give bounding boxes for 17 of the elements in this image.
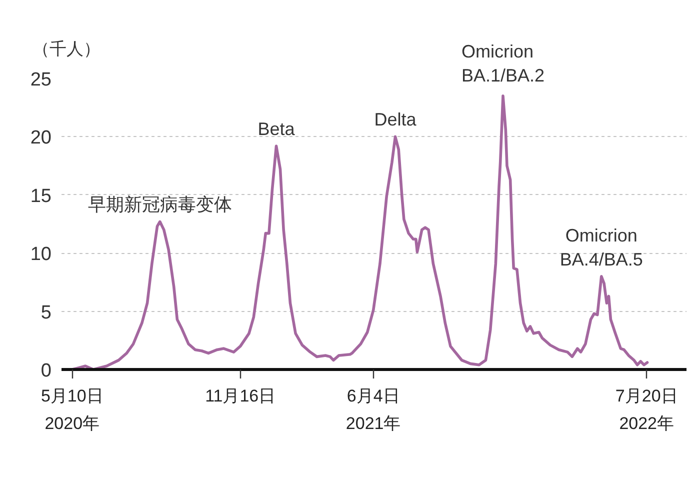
y-axis-title: （千人） [32, 39, 100, 58]
x-tick-label: 11月16日 [205, 386, 276, 406]
line-series [70, 94, 649, 370]
y-tick-label: 15 [30, 186, 52, 207]
y-tick-label: 20 [30, 128, 52, 149]
y-tick-label: 5 [40, 302, 52, 324]
annotation: 早期新冠病毒变体 [88, 194, 232, 215]
annotation: Delta [374, 110, 418, 130]
x-tick-label: 5月10日 2020年 [40, 386, 104, 434]
annotation: Beta [258, 119, 296, 140]
y-tick-label: 25 [30, 70, 52, 90]
x-tick-label: 6月4日 2021年 [346, 386, 401, 434]
y-tick-label: 0 [40, 360, 52, 382]
x-tick-label: 7月20日 2022年 [615, 386, 678, 434]
annotation: Omicrion BA.1/BA.2 [461, 42, 545, 86]
annotation: Omicrion BA.4/BA.5 [560, 225, 643, 270]
y-tick-label: 10 [30, 244, 52, 266]
